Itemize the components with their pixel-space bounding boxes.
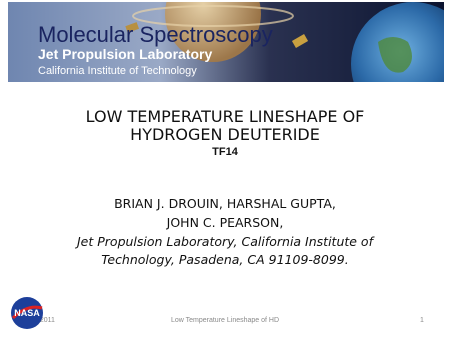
author-line: BRIAN J. DROUIN, HARSHAL GUPTA, (114, 196, 336, 211)
logo-text: NASA (14, 308, 40, 318)
banner-line: Jet Propulsion Laboratory (38, 46, 212, 62)
banner: Molecular Spectroscopy Jet Propulsion La… (8, 2, 444, 82)
slide-title: LOW TEMPERATURE LINESHAPE OF (85, 107, 365, 126)
footer-date: 6/2011 (34, 317, 55, 324)
slide-title: HYDROGEN DEUTERIDE (130, 125, 320, 144)
banner-line: California Institute of Technology (38, 65, 197, 77)
slide-code: TF14 (212, 146, 238, 158)
nasa-logo: NASA (11, 297, 43, 329)
affiliation-line: Jet Propulsion Laboratory, California In… (77, 234, 373, 249)
affiliation-line: Technology, Pasadena, CA 91109-8099. (101, 252, 349, 267)
footer-title: Low Temperature Lineshape of HD (170, 317, 280, 324)
footer-page: 1 (420, 317, 424, 324)
banner-title: Molecular Spectroscopy (38, 22, 273, 47)
author-line: JOHN C. PEARSON, (166, 215, 284, 230)
